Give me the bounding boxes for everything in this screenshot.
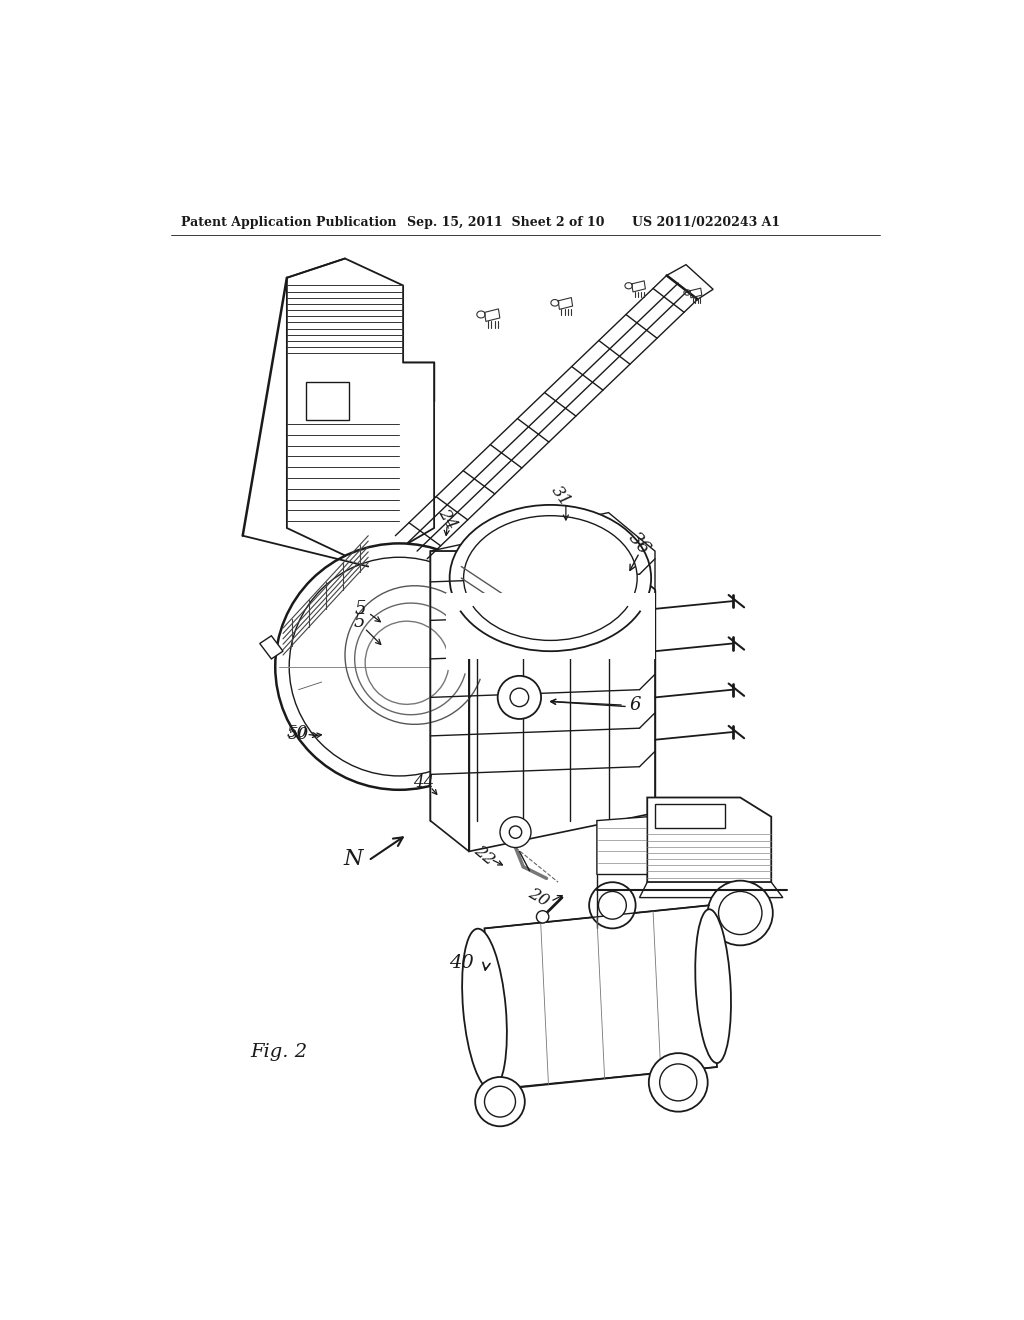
Text: 50: 50 [288, 726, 309, 743]
Text: 50: 50 [287, 723, 307, 741]
Ellipse shape [695, 909, 731, 1063]
Polygon shape [430, 512, 655, 590]
Circle shape [510, 688, 528, 706]
Ellipse shape [450, 506, 651, 651]
Ellipse shape [464, 516, 637, 640]
Polygon shape [597, 817, 647, 875]
Circle shape [649, 1053, 708, 1111]
Circle shape [498, 676, 541, 719]
Text: 44: 44 [414, 774, 434, 791]
Text: 5: 5 [354, 599, 367, 618]
Circle shape [509, 826, 521, 838]
Circle shape [475, 1077, 524, 1126]
Circle shape [484, 1086, 515, 1117]
Text: US 2011/0220243 A1: US 2011/0220243 A1 [632, 216, 780, 230]
Text: Sep. 15, 2011  Sheet 2 of 10: Sep. 15, 2011 Sheet 2 of 10 [407, 216, 604, 230]
Polygon shape [306, 381, 349, 420]
Circle shape [589, 882, 636, 928]
Text: Fig. 2: Fig. 2 [251, 1043, 307, 1060]
Circle shape [537, 911, 549, 923]
Polygon shape [667, 264, 713, 300]
Text: 22: 22 [471, 842, 498, 869]
Circle shape [719, 891, 762, 935]
Text: Patent Application Publication: Patent Application Publication [180, 216, 396, 230]
Circle shape [289, 557, 509, 776]
Text: N: N [343, 849, 362, 870]
Circle shape [275, 544, 523, 789]
Polygon shape [647, 797, 771, 882]
Polygon shape [640, 882, 783, 898]
Text: 20: 20 [525, 884, 552, 911]
Circle shape [708, 880, 773, 945]
Text: 40: 40 [449, 954, 474, 972]
Text: 6: 6 [630, 696, 641, 714]
Circle shape [659, 1064, 697, 1101]
Text: 5: 5 [353, 612, 365, 631]
Text: 31: 31 [548, 482, 573, 510]
Polygon shape [484, 906, 717, 1090]
Circle shape [598, 891, 627, 919]
Circle shape [500, 817, 531, 847]
Text: 36: 36 [626, 529, 653, 558]
Polygon shape [260, 636, 283, 659]
Polygon shape [287, 259, 434, 566]
Polygon shape [445, 594, 655, 659]
Polygon shape [430, 552, 608, 851]
Polygon shape [469, 552, 655, 851]
Polygon shape [655, 804, 725, 829]
Text: 24: 24 [434, 506, 460, 532]
Ellipse shape [462, 929, 507, 1090]
